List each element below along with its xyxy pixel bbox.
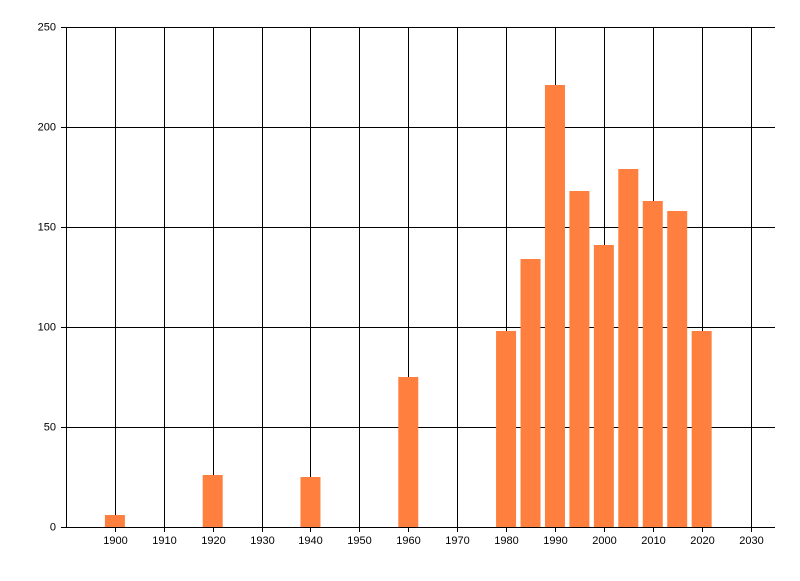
bar — [398, 377, 419, 527]
y-tick-label: 50 — [44, 421, 56, 433]
x-tick-label: 1970 — [445, 535, 469, 547]
x-tick-label: 1980 — [494, 535, 518, 547]
bar — [520, 259, 541, 527]
x-tick-label: 1990 — [543, 535, 567, 547]
y-tick-label: 0 — [50, 521, 56, 533]
bar — [618, 169, 639, 527]
x-tick-label: 1940 — [298, 535, 322, 547]
x-tick-label: 2030 — [739, 535, 763, 547]
y-tick-label: 200 — [38, 121, 56, 133]
y-tick-label: 150 — [38, 221, 56, 233]
x-tick-label: 2000 — [592, 535, 616, 547]
x-tick-label: 1910 — [152, 535, 176, 547]
bar — [202, 475, 223, 527]
x-tick-label: 1950 — [347, 535, 371, 547]
bar — [104, 515, 125, 527]
x-tick-label: 2010 — [641, 535, 665, 547]
bar — [667, 211, 688, 527]
bar — [569, 191, 590, 527]
x-tick-label: 1960 — [396, 535, 420, 547]
bar — [496, 331, 517, 527]
bar — [544, 85, 565, 527]
x-tick-label: 1930 — [250, 535, 274, 547]
x-tick-label: 2020 — [690, 535, 714, 547]
bar — [593, 245, 614, 527]
y-tick-label: 250 — [38, 21, 56, 33]
y-tick-label: 100 — [38, 321, 56, 333]
x-tick-label: 1900 — [103, 535, 127, 547]
bar — [691, 331, 712, 527]
x-tick-label: 1920 — [201, 535, 225, 547]
bar — [642, 201, 663, 527]
bar — [300, 477, 321, 527]
